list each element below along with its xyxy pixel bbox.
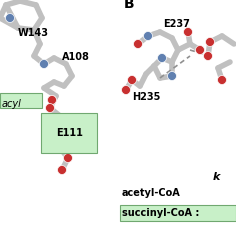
Text: acyl: acyl xyxy=(2,99,22,109)
Circle shape xyxy=(168,72,177,80)
FancyBboxPatch shape xyxy=(0,93,42,108)
Text: succinyl-CoA :: succinyl-CoA : xyxy=(122,208,199,218)
Circle shape xyxy=(55,143,64,152)
Circle shape xyxy=(47,96,56,105)
FancyBboxPatch shape xyxy=(120,205,236,221)
Circle shape xyxy=(39,59,49,68)
Circle shape xyxy=(203,51,212,60)
Text: acetyl-CoA: acetyl-CoA xyxy=(122,188,181,198)
Circle shape xyxy=(157,54,167,63)
Text: A108: A108 xyxy=(62,52,90,62)
Circle shape xyxy=(58,165,67,174)
Text: E237: E237 xyxy=(163,19,190,29)
Circle shape xyxy=(184,28,193,37)
Text: k: k xyxy=(213,172,220,182)
Text: W143: W143 xyxy=(18,28,49,38)
Circle shape xyxy=(127,76,136,84)
Circle shape xyxy=(63,153,72,163)
Circle shape xyxy=(46,104,55,113)
Text: H235: H235 xyxy=(132,92,160,102)
Circle shape xyxy=(143,31,152,41)
Circle shape xyxy=(47,96,56,105)
Circle shape xyxy=(195,46,205,55)
Circle shape xyxy=(122,85,131,94)
Circle shape xyxy=(206,38,215,46)
Text: E111: E111 xyxy=(56,128,83,138)
Circle shape xyxy=(218,76,227,84)
Circle shape xyxy=(5,13,14,22)
Circle shape xyxy=(134,39,143,49)
Text: B: B xyxy=(124,0,135,11)
